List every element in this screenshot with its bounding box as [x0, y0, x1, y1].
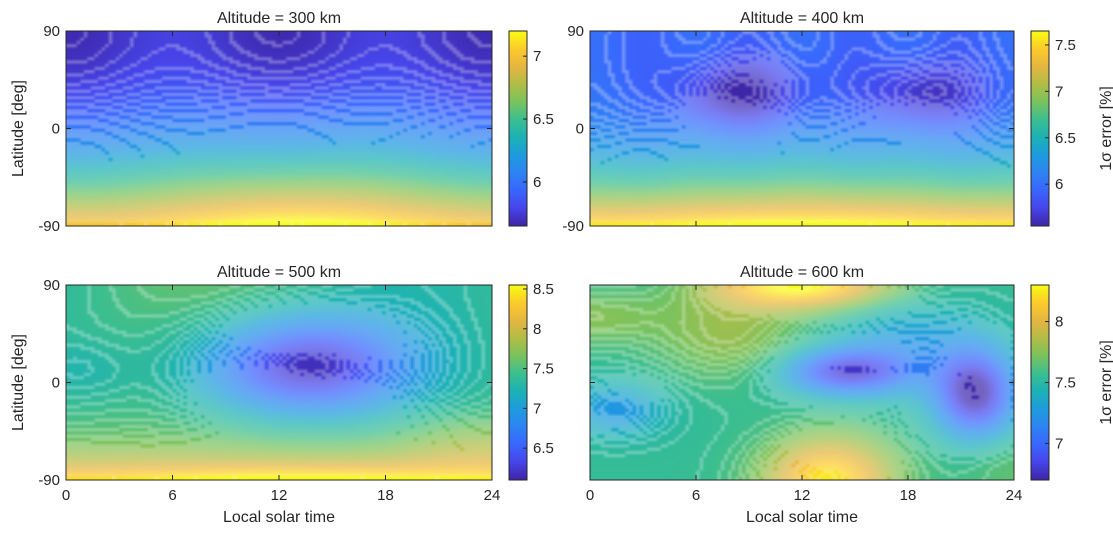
colorbar-tick-label: 8.5: [533, 281, 554, 298]
colorbar: 6.5 7 7.5 8 8.5: [508, 281, 554, 481]
colorbar-box: [508, 30, 528, 227]
x-tick-label: 24: [484, 487, 501, 504]
colorbar-gradient: [1031, 285, 1049, 480]
y-axis-label: Latitude [deg]: [10, 80, 27, 177]
colorbar: 6 6.5 7 7.5 1σ error [%]: [1030, 30, 1113, 227]
colorbar-tick-label: 7.5: [1055, 37, 1076, 54]
colorbar-tick-label: 7: [1055, 435, 1063, 452]
y-tick-label: -90: [562, 218, 584, 235]
x-axis-label: Local solar time: [746, 509, 858, 526]
colorbar-label: 1σ error [%]: [1098, 86, 1113, 171]
colorbar-gradient: [509, 285, 527, 480]
colorbar-box: [508, 284, 528, 481]
panel-2: Altitude = 400 km -90 0 90 6 6.5 7 7.5 1σ error …: [562, 10, 1113, 235]
heatmap-image: [66, 31, 492, 226]
y-axis-label: Latitude [deg]: [10, 334, 27, 431]
y-tick-label: 0: [52, 375, 60, 392]
colorbar-tick-label: 6: [1055, 176, 1063, 193]
colorbar-gradient: [509, 31, 527, 226]
heatmap-image: [590, 285, 1014, 480]
x-tick-label: 12: [794, 487, 811, 504]
colorbar-gradient: [1031, 31, 1049, 226]
x-tick-label: 18: [900, 487, 917, 504]
colorbar-tick-label: 8: [1055, 314, 1063, 331]
colorbar-tick-label: 8: [533, 321, 541, 338]
heatmap-image: [590, 31, 1014, 226]
x-tick-label: 0: [62, 487, 70, 504]
colorbar-tick-label: 6.5: [533, 440, 554, 457]
colorbar-tick-label: 6: [533, 174, 541, 191]
y-tick-label: 90: [43, 23, 60, 40]
colorbar: 7 7.5 8 1σ error [%]: [1030, 284, 1113, 481]
y-tick-label: -90: [38, 218, 60, 235]
x-tick-label: 6: [692, 487, 700, 504]
colorbar-tick-label: 7: [533, 48, 541, 65]
y-tick-label: 90: [567, 23, 584, 40]
panel-3: Altitude = 500 km0 6 12 18 24-90090Latitude …: [10, 264, 554, 526]
colorbar-label: 1σ error [%]: [1098, 340, 1113, 425]
panel-title: Altitude = 500 km: [217, 264, 341, 281]
y-tick-label: 0: [52, 121, 60, 138]
y-tick-label: -90: [38, 472, 60, 489]
x-axis-label: Local solar time: [223, 509, 335, 526]
x-tick-label: 0: [586, 487, 594, 504]
heatmap-image: [66, 285, 492, 480]
colorbar-tick-label: 7: [1055, 83, 1063, 100]
x-tick-label: 24: [1006, 487, 1023, 504]
panel-4: Altitude = 600 km 0 6 12 18 24 Local solar tim…: [586, 264, 1113, 526]
colorbar-box: [1030, 30, 1050, 227]
panel-title: Altitude = 300 km: [217, 10, 341, 27]
x-tick-label: 12: [271, 487, 288, 504]
x-tick-label: 6: [168, 487, 176, 504]
colorbar-tick-label: 6.5: [1055, 130, 1076, 147]
x-tick-label: 18: [377, 487, 394, 504]
panel-title: Altitude = 400 km: [740, 10, 864, 27]
colorbar-tick-label: 7.5: [533, 361, 554, 378]
colorbar-tick-label: 7.5: [1055, 375, 1076, 392]
y-tick-label: 0: [576, 121, 584, 138]
colorbar-tick-label: 7: [533, 400, 541, 417]
panel-title: Altitude = 600 km: [740, 264, 864, 281]
colorbar: 66.57: [508, 30, 554, 227]
y-tick-label: 90: [43, 277, 60, 294]
colorbar-tick-label: 6.5: [533, 111, 554, 128]
